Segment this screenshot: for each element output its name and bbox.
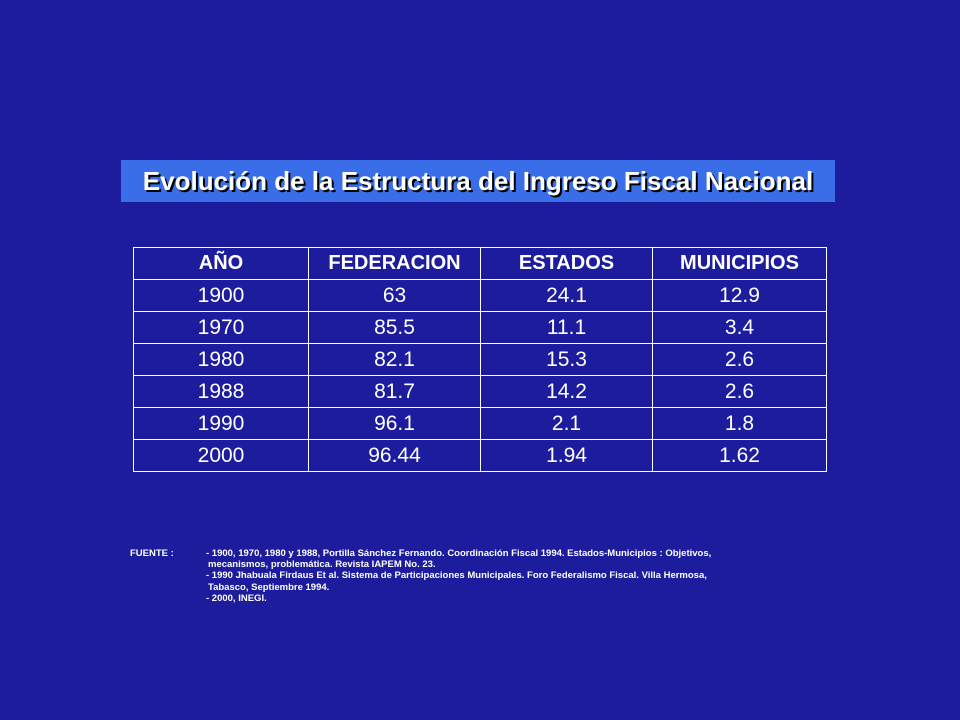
source-line: - 1900, 1970, 1980 y 1988, Portilla Sánc… [206,548,712,559]
cell-municipios: 1.8 [652,407,827,440]
table-row: 1988 81.7 14.2 2.6 [133,375,827,408]
cell-estados: 11.1 [480,311,653,344]
cell-municipios: 3.4 [652,311,827,344]
table-row: 1990 96.1 2.1 1.8 [133,407,827,440]
cell-municipios: 12.9 [652,279,827,312]
cell-federacion: 81.7 [308,375,481,408]
title-bar: Evolución de la Estructura del Ingreso F… [121,160,835,202]
cell-year: 1900 [133,279,309,312]
page-title: Evolución de la Estructura del Ingreso F… [142,165,814,196]
source-line: mecanismos, problemática. Revista IAPEM … [208,559,436,571]
table-row: 2000 96.44 1.94 1.62 [133,439,827,472]
cell-year: 1970 [133,311,309,344]
cell-estados: 15.3 [480,343,653,376]
source-line: - 2000, INEGI. [206,592,267,604]
cell-municipios: 1.62 [652,439,827,472]
cell-estados: 14.2 [480,375,653,408]
cell-municipios: 2.6 [652,375,827,408]
cell-estados: 1.94 [480,439,653,472]
cell-federacion: 63 [308,279,481,312]
cell-municipios: 2.6 [652,343,827,376]
cell-federacion: 85.5 [308,311,481,344]
cell-year: 1990 [133,407,309,440]
cell-federacion: 82.1 [308,343,481,376]
source-note: FUENTE : - 1900, 1970, 1980 y 1988, Port… [130,548,830,604]
header-federacion: FEDERACION [308,247,481,280]
header-year: AÑO [133,247,309,280]
source-line: - 1990 Jhabuala Firdaus Et al. Sistema d… [206,570,707,582]
header-municipios: MUNICIPIOS [652,247,827,280]
source-line: Tabasco, Septiembre 1994. [208,581,330,593]
table-header-row: AÑO FEDERACION ESTADOS MUNICIPIOS [133,247,827,280]
cell-estados: 24.1 [480,279,653,312]
table-row: 1970 85.5 11.1 3.4 [133,311,827,344]
cell-estados: 2.1 [480,407,653,440]
cell-federacion: 96.44 [308,439,481,472]
cell-year: 1980 [133,343,309,376]
source-label: FUENTE : [130,548,174,559]
cell-year: 2000 [133,439,309,472]
source-body: - 1900, 1970, 1980 y 1988, Portilla Sánc… [206,548,830,604]
header-estados: ESTADOS [480,247,653,280]
income-table: AÑO FEDERACION ESTADOS MUNICIPIOS 1900 6… [133,247,827,472]
table-row: 1980 82.1 15.3 2.6 [133,343,827,376]
cell-year: 1988 [133,375,309,408]
cell-federacion: 96.1 [308,407,481,440]
table-row: 1900 63 24.1 12.9 [133,279,827,312]
